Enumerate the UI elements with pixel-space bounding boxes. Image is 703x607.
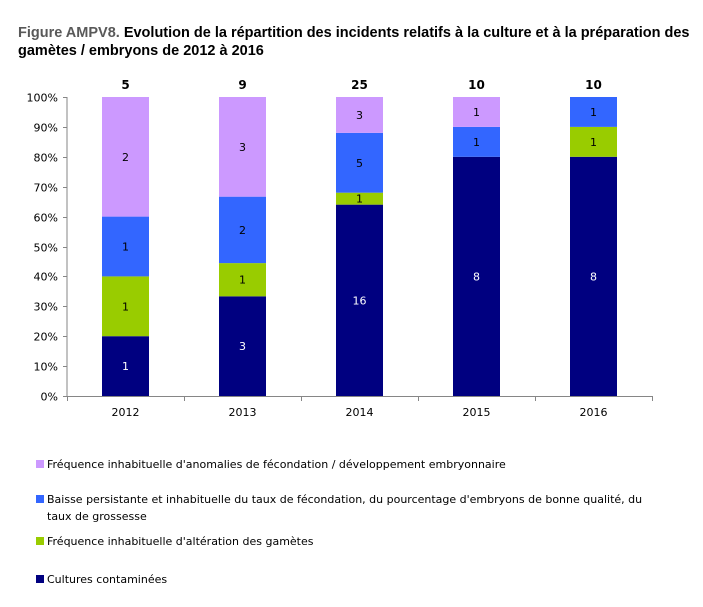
y-tick-label: 60% [34, 212, 58, 225]
legend-item-baisse: Baisse persistante et inhabituelle du ta… [36, 491, 667, 525]
bar-segment [102, 97, 149, 217]
total-label: 9 [238, 78, 246, 92]
bar-segment [336, 132, 383, 193]
x-tick-label: 2016 [580, 406, 608, 419]
figure-title: Figure AMPV8. Evolution de la répartitio… [18, 24, 698, 60]
y-tick-label: 30% [34, 301, 58, 314]
total-label: 25 [351, 78, 368, 92]
segment-label: 1 [590, 106, 597, 119]
segment-label: 16 [353, 294, 367, 307]
axes: 0% 10% 20% 30% 40% 50% 60% 70% 80% 90% 100% [27, 92, 653, 404]
y-tick-label: 70% [34, 182, 58, 195]
segment-label: 1 [473, 136, 480, 149]
bar-segment [219, 263, 266, 297]
legend-label: Baisse persistante et inhabituelle du ta… [47, 493, 643, 523]
bar-segment [453, 126, 500, 157]
segment-label: 1 [122, 300, 129, 313]
bar-segment [336, 192, 383, 205]
segment-label: 8 [473, 270, 480, 283]
labels: 1 1 1 2 2012 5 3 1 2 3 2013 9 16 1 5 3 2014 25 8 1 1 2015 10 8 1… [112, 78, 608, 419]
y-tick-label: 20% [34, 331, 58, 344]
segment-label: 3 [356, 109, 363, 122]
figure-number: Figure AMPV8. [18, 25, 120, 41]
x-tick-label: 2013 [229, 406, 257, 419]
bar-segment [219, 97, 266, 197]
legend-label: Cultures contaminées [47, 573, 168, 586]
segment-label: 1 [122, 241, 129, 254]
y-tick-label: 100% [27, 92, 58, 105]
bar-segment [453, 156, 500, 396]
legend-swatch [36, 537, 44, 545]
total-label: 10 [468, 78, 485, 92]
segment-label: 3 [239, 340, 246, 353]
segment-label: 5 [356, 157, 363, 170]
legend-item-alteration: Fréquence inhabituelle d'altération des … [36, 533, 667, 550]
bar-segment [102, 216, 149, 277]
y-tick-label: 80% [34, 152, 58, 165]
x-tick-label: 2012 [112, 406, 140, 419]
segment-label: 1 [356, 193, 363, 206]
y-tick-label: 40% [34, 271, 58, 284]
y-tick-label: 50% [34, 242, 58, 255]
bar-segment [219, 196, 266, 264]
segment-label: 1 [122, 360, 129, 373]
bar-segment [219, 296, 266, 396]
y-tick-label: 0% [41, 391, 58, 404]
legend-item-contaminees: Cultures contaminées [36, 571, 667, 588]
x-tick-label: 2014 [346, 406, 374, 419]
total-label: 5 [121, 78, 129, 92]
bar-segment [336, 97, 383, 133]
legend-label: Fréquence inhabituelle d'altération des … [47, 535, 314, 548]
y-tick-label: 10% [34, 361, 58, 374]
legend-swatch [36, 575, 44, 583]
stacked-bar-chart: 0% 10% 20% 30% 40% 50% 60% 70% 80% 90% 100% 1 1 1 2 20… [27, 78, 653, 419]
segment-label: 1 [590, 136, 597, 149]
segment-label: 1 [473, 106, 480, 119]
y-tick-label: 90% [34, 122, 58, 135]
bar-segment [570, 126, 617, 157]
segment-label: 2 [122, 151, 129, 164]
segment-label: 1 [239, 274, 246, 287]
segment-label: 8 [590, 270, 597, 283]
bar-segment [102, 276, 149, 337]
bars [102, 97, 617, 396]
legend-swatch [36, 495, 44, 503]
bar-segment [102, 336, 149, 396]
bar-segment [570, 156, 617, 396]
bar-segment [453, 97, 500, 127]
x-tick-label: 2015 [463, 406, 491, 419]
segment-label: 3 [239, 141, 246, 154]
total-label: 10 [585, 78, 602, 92]
segment-label: 2 [239, 224, 246, 237]
legend-swatch [36, 460, 44, 468]
legend-label: Fréquence inhabituelle d'anomalies de fé… [47, 458, 506, 471]
bar-segment [570, 97, 617, 127]
bar-segment [336, 204, 383, 396]
figure-title-text: Evolution de la répartition des incident… [18, 25, 690, 59]
legend-item-anomalies: Fréquence inhabituelle d'anomalies de fé… [36, 456, 667, 473]
